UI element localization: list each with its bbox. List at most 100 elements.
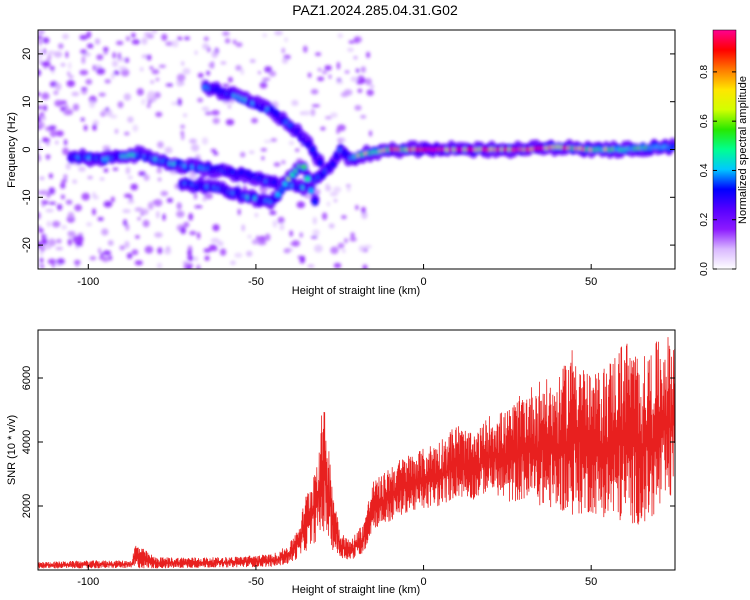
spectrogram-noise-cell [235,42,243,48]
spectrogram-noise-cell [43,104,48,112]
spectrogram-noise-cell [139,67,144,72]
spectrogram-noise-cell [344,238,348,244]
spectrogram-noise-cell [343,89,353,96]
spectrogram-x-tick-label: 50 [585,276,597,288]
spectrogram-noise-cell [211,109,220,116]
spectrogram-noise-cell [127,116,134,123]
spectrogram-noise-cell [263,139,272,143]
spectrogram-noise-cell [147,90,156,99]
spectrogram-noise-cell [38,30,42,37]
spectrogram-noise-cell [39,250,44,256]
spectrogram-noise-cell [146,103,151,108]
spectrogram-noise-cell [229,98,235,104]
spectrogram-noise-cell [130,183,138,191]
spectrogram-noise-cell [220,61,227,65]
spectrogram-noise-cell [307,264,315,268]
spectrogram-noise-cell [143,174,150,181]
spectrogram-noise-cell [259,185,268,193]
spectrogram-noise-cell [194,256,198,262]
spectrogram-noise-cell [304,195,311,199]
spectrogram-noise-cell [40,264,45,269]
spectrogram-noise-cell [355,205,359,210]
spectrogram-noise-cell [154,232,163,238]
colorbar-tick-label: 0.0 [699,262,710,276]
spectrogram-noise-cell [110,196,115,203]
spectrogram-noise-cell [188,213,194,221]
spectrogram-noise-cell [56,238,62,244]
spectrogram-noise-cell [127,199,135,204]
snr-x-tick-label: 0 [420,576,426,588]
spectrogram-noise-cell [156,262,163,269]
spectrogram-x-tick-label: -100 [77,276,99,288]
spectrogram-noise-cell [66,71,71,76]
spectrogram-noise-cell [153,91,161,99]
spectrogram-noise-cell [194,50,198,55]
spectrogram-noise-cell [165,83,174,87]
spectrogram-noise-cell [109,114,118,119]
spectrogram-cell [279,186,285,192]
spectrogram-noise-cell [336,128,340,135]
spectrogram-noise-cell [56,258,65,265]
spectrogram-noise-cell [74,204,82,212]
spectrogram-noise-cell [347,47,354,52]
spectrogram-noise-cell [101,228,109,236]
spectrogram-cell [312,200,318,206]
spectrogram-noise-cell [55,130,64,137]
spectrogram-noise-cell [99,177,105,181]
spectrogram-noise-cell [281,47,286,54]
spectrogram-noise-cell [235,65,242,71]
spectrogram-noise-cell [330,112,338,118]
spectrogram-noise-cell [38,48,42,52]
spectrogram-noise-cell [92,124,97,131]
spectrogram-noise-cell [350,232,355,239]
spectrogram-noise-cell [72,103,80,112]
spectrogram-noise-cell [356,80,364,85]
snr-x-ticks: -100 -50 0 50 [77,565,597,588]
spectrogram-noise-cell [202,43,210,50]
spectrogram-noise-cell [162,213,166,221]
spectrogram-noise-cell [124,131,130,136]
spectrogram-y-tick-label: 0 [21,146,33,152]
colorbar: 0.0 0.2 0.4 0.6 0.8 Normalized spectral ampl… [699,29,749,276]
snr-y-axis-label: SNR (10 * v/v) [6,415,18,485]
spectrogram-noise-cell [103,168,109,173]
spectrogram-noise-cell [203,248,212,253]
spectrogram-noise-cell [363,244,372,249]
spectrogram-noise-cell [97,217,104,221]
spectrogram-noise-cell [79,34,88,41]
spectrogram-noise-cell [67,211,75,220]
spectrogram-noise-cell [360,115,367,119]
spectrogram-noise-cell [341,249,346,253]
spectrogram-noise-cell [38,91,41,97]
spectrogram-noise-cell [251,239,259,245]
spectrogram-noise-cell [344,70,350,74]
snr-series-line [38,337,675,569]
spectrogram-noise-cell [144,245,154,254]
spectrogram-noise-cell [228,104,231,109]
spectrogram-noise-cell [118,66,128,71]
spectrogram-noise-cell [361,206,366,214]
spectrogram-noise-cell [321,212,328,221]
spectrogram-noise-cell [107,240,114,246]
spectrogram-noise-cell [55,82,62,91]
spectrogram-noise-cell [249,59,256,63]
spectrogram-noise-cell [240,68,244,75]
spectrogram-noise-cell [194,205,203,209]
spectrogram-noise-cell [101,256,110,263]
spectrogram-noise-cell [212,117,220,125]
snr-x-axis-label: Height of straight line (km) [292,584,420,596]
spectrogram-noise-cell [150,80,155,84]
spectrogram-noise-cell [176,210,185,218]
spectrogram-noise-cell [329,191,339,197]
spectrogram-x-axis-label: Height of straight line (km) [292,285,420,297]
spectrogram-noise-cell [79,69,89,76]
spectrogram-noise-cell [182,68,191,75]
spectrogram-noise-cell [87,175,93,180]
spectrogram-noise-cell [138,171,147,177]
spectrogram-noise-cell [98,92,106,97]
spectrogram-noise-cell [58,43,64,49]
spectrogram-noise-cell [41,200,49,204]
snr-x-tick-label: -100 [77,576,99,588]
snr-x-tick-label: -50 [248,576,264,588]
